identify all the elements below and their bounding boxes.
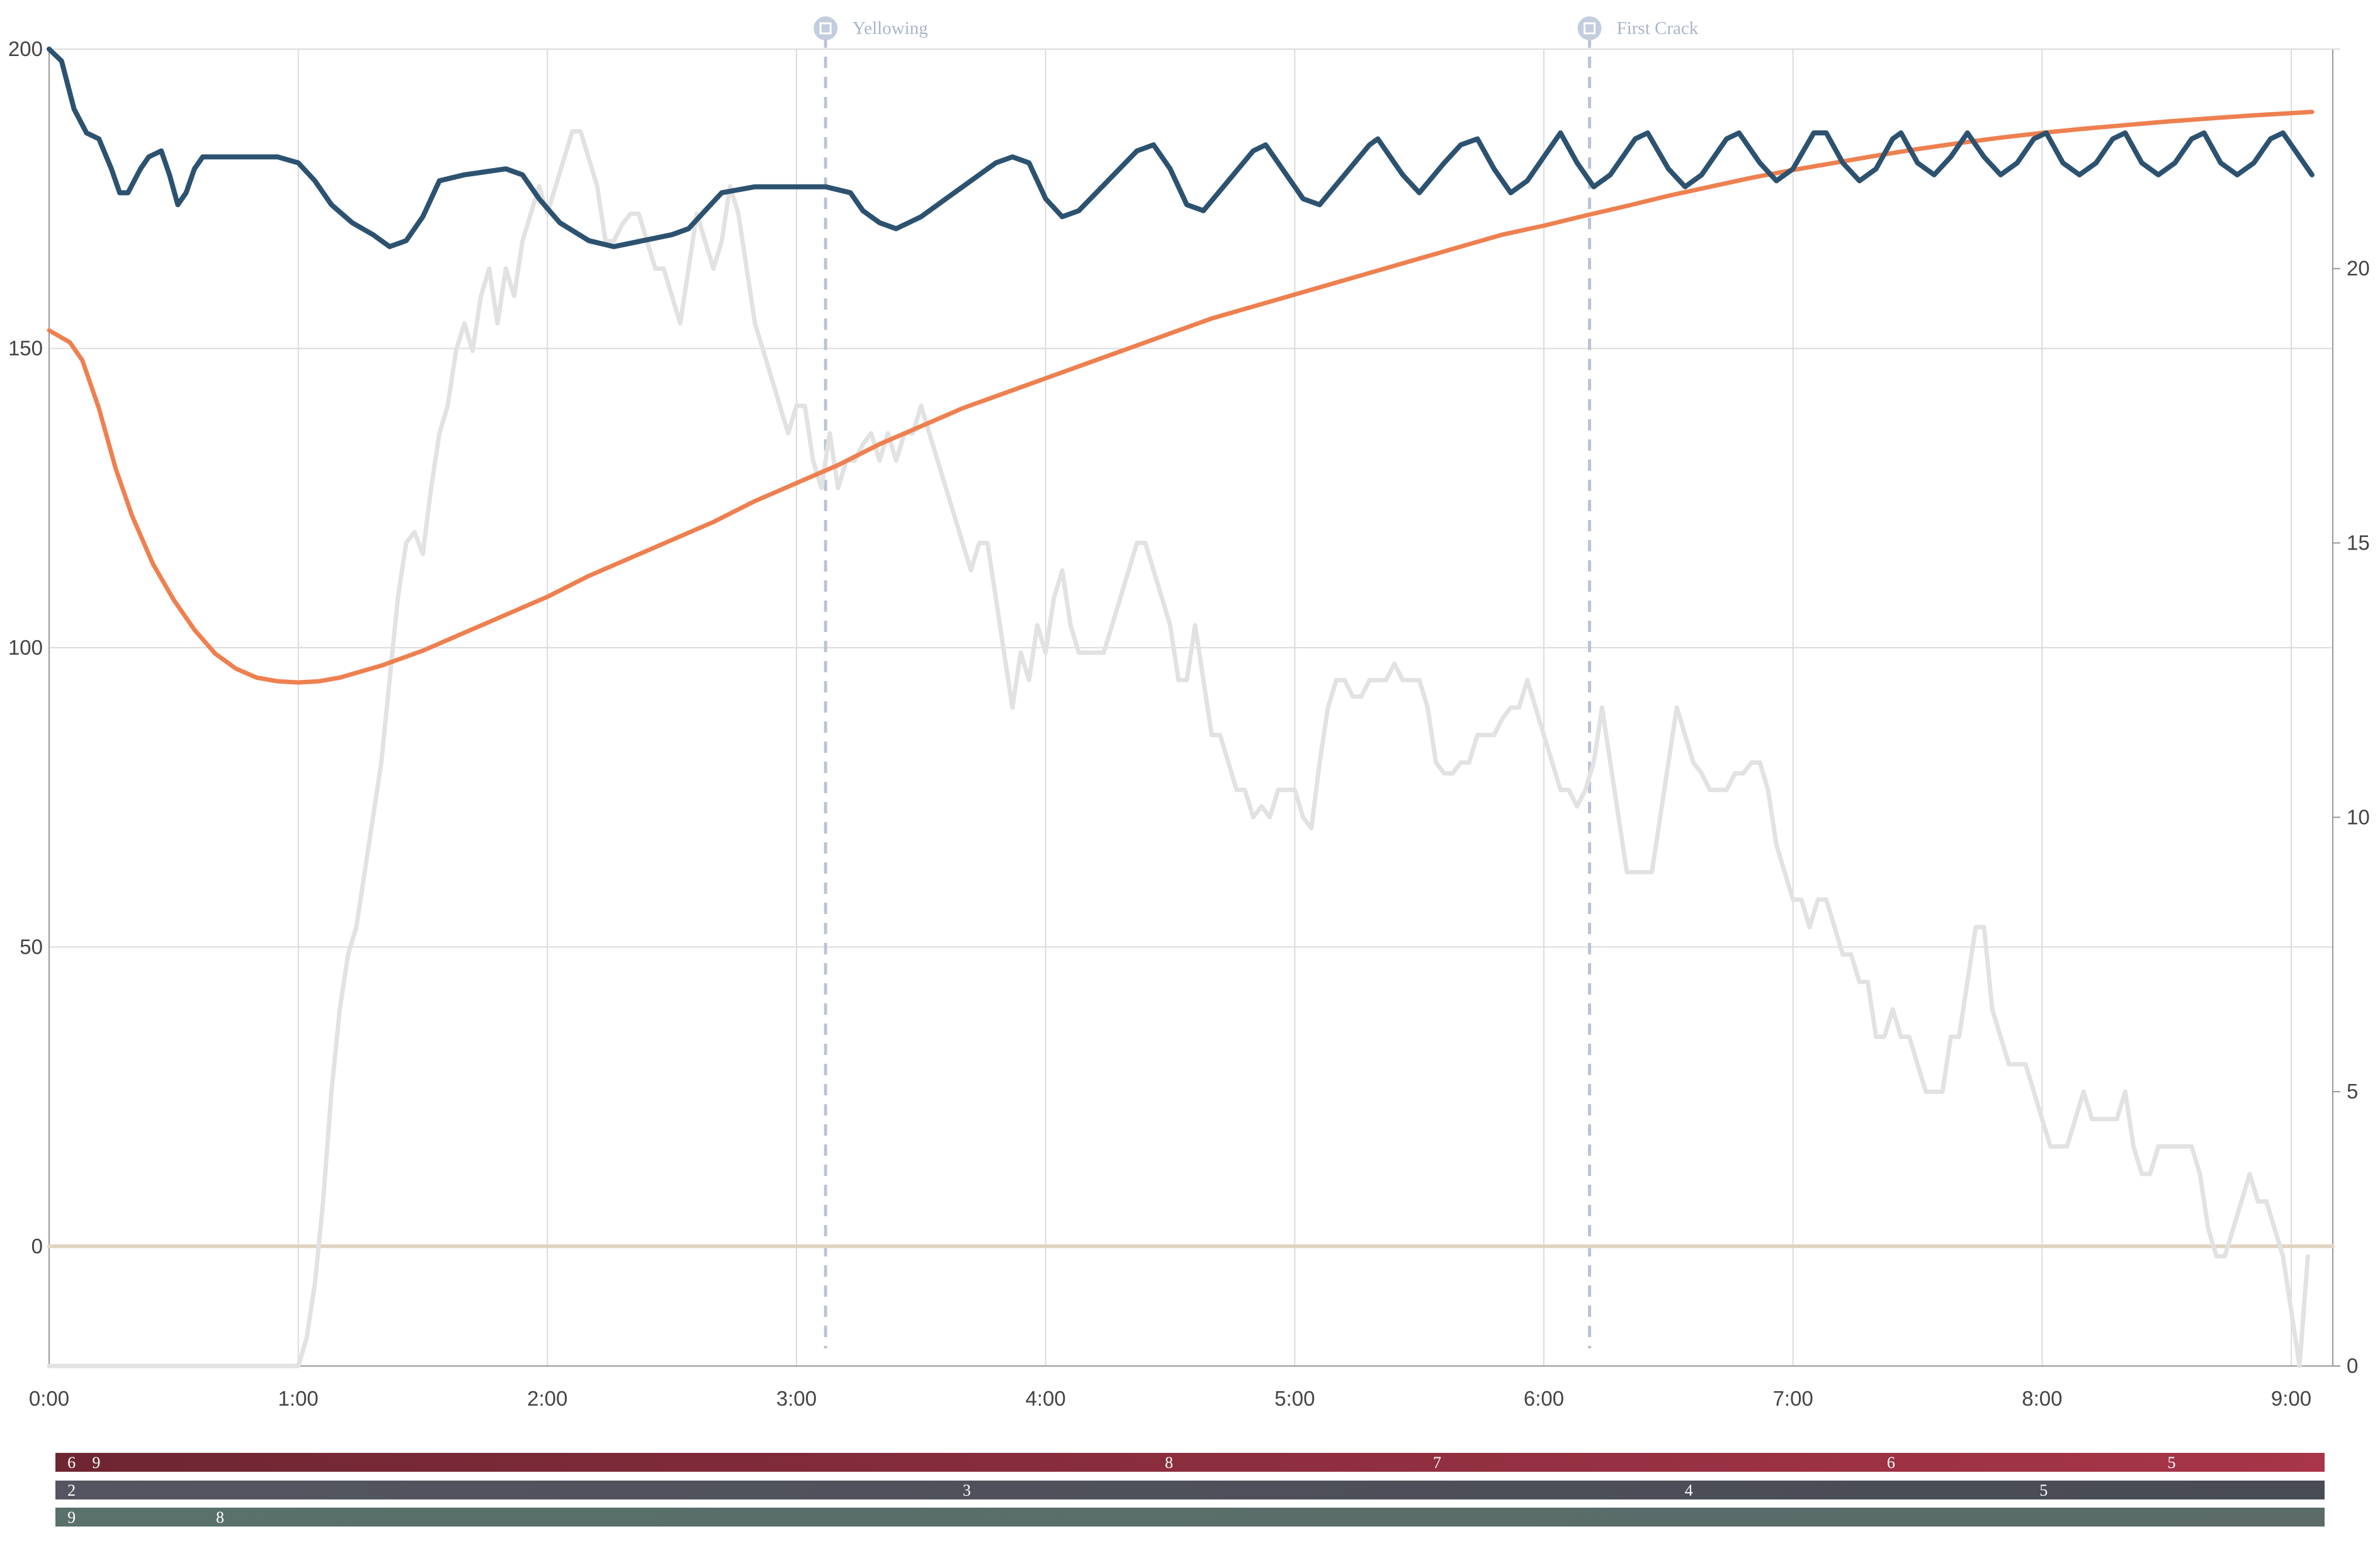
setting-bar-value: 3 [963,1481,971,1499]
setting-bar-value: 6 [67,1454,76,1472]
series-layer [47,47,2335,1369]
x-tick-label: 2:00 [527,1387,567,1410]
setting-bar-value: 5 [2167,1454,2175,1472]
x-tick-label: 9:00 [2271,1387,2311,1410]
y-right-tick-label: 10 [2347,805,2370,828]
setting-bar [55,1481,2325,1499]
x-tick-label: 8:00 [2022,1387,2062,1410]
event-marker-icon [813,16,838,40]
x-tick-label: 1:00 [278,1387,319,1410]
event-label: First Crack [1617,18,1699,38]
setting-bar-value: 7 [1433,1454,1441,1472]
event-marker-icon-inner [1584,22,1596,35]
x-tick-label: 7:00 [1773,1387,1813,1410]
x-tick-label: 5:00 [1274,1387,1315,1410]
y-right-tick-label: 15 [2347,531,2370,555]
x-tick-label: 6:00 [1524,1387,1564,1410]
event-marker-icon [1577,16,1602,40]
axis-layer: 0:00 1:00 2:00 3:00 4:00 5:00 6:00 7:00 8:00 9:00… [8,37,2370,1410]
setting-bar-value: 9 [92,1454,100,1472]
setting-bar-value: 8 [1165,1454,1173,1472]
setting-bar [55,1508,2325,1527]
setting-bar-value: 9 [67,1508,76,1527]
event-layer: Yellowing First Crack [813,16,1699,1348]
series-line [47,129,2310,1369]
setting-bar-value: 5 [2039,1481,2048,1499]
y-left-tick-label: 100 [8,636,43,659]
y-left-tick-label: 150 [8,336,43,359]
bar-layer: 6 9 8 7 6 52 3 4 59 8 [55,1453,2325,1527]
y-right-tick-label: 20 [2347,257,2370,280]
y-left-tick-label: 0 [31,1234,43,1258]
x-tick-label: 3:00 [776,1387,817,1410]
x-tick-label: 0:00 [29,1387,69,1410]
series-line [47,110,2315,685]
y-right-tick-label: 0 [2347,1354,2358,1377]
event-label: Yellowing [853,18,928,38]
y-left-tick-label: 200 [8,37,43,60]
setting-bar-value: 6 [1887,1454,1895,1472]
y-right-tick-label: 5 [2347,1080,2358,1103]
event-marker-icon-inner [819,22,832,35]
setting-bar-value: 2 [67,1481,76,1499]
setting-bar-value: 8 [216,1508,224,1527]
setting-bar-value: 4 [1685,1481,1693,1499]
series-line [47,47,2315,249]
y-left-tick-label: 50 [20,935,43,958]
x-tick-label: 4:00 [1026,1387,1066,1410]
setting-bar [55,1453,2325,1472]
